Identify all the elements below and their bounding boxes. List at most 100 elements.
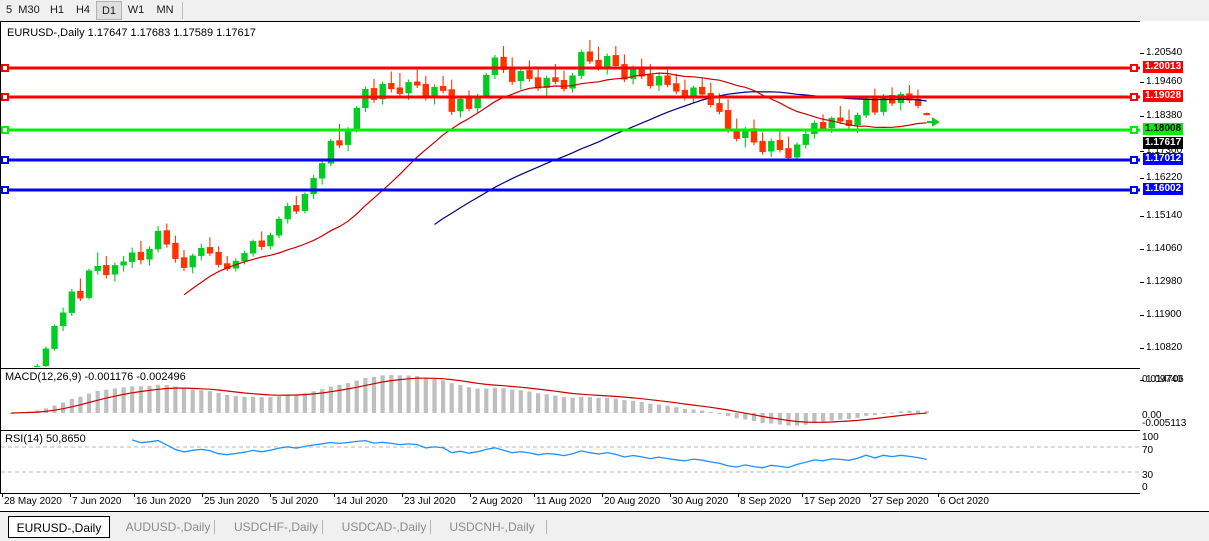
macd-bar	[656, 404, 662, 413]
level-handle[interactable]	[1130, 64, 1138, 72]
macd-bar	[812, 413, 817, 424]
candle-bear	[172, 242, 179, 259]
macd-bar	[544, 394, 549, 413]
candle-bull	[267, 235, 274, 247]
time-tick	[270, 494, 271, 497]
macd-bar	[605, 397, 610, 413]
candle-bear	[560, 80, 568, 90]
candle-bull	[569, 75, 576, 89]
level-handle[interactable]	[1, 186, 9, 194]
candle-bear	[77, 290, 84, 299]
macd-bar	[881, 413, 886, 414]
ohlc-header: EURUSD-,Daily 1.17647 1.17683 1.17589 1.…	[7, 27, 256, 39]
level-handle[interactable]	[1, 126, 9, 134]
candle-bear	[103, 265, 110, 276]
level-price-chip[interactable]: 1.19028	[1143, 90, 1184, 102]
macd-bar	[449, 383, 454, 413]
timeframe-h4[interactable]: H4	[75, 4, 91, 16]
candle-bear	[465, 98, 473, 109]
macd-bar	[268, 397, 273, 413]
rsi-pane[interactable]: RSI(14) 50,8650	[1, 430, 1208, 493]
level-price-chip[interactable]: 1.16002	[1143, 183, 1184, 195]
time-tick	[202, 494, 203, 497]
timeframe-m5[interactable]: 5	[5, 4, 13, 16]
candle-bull	[543, 77, 550, 88]
tab-divider	[322, 520, 323, 534]
level-handle[interactable]	[1130, 126, 1138, 134]
level-handle[interactable]	[1, 64, 9, 72]
macd-bar	[130, 386, 135, 413]
macd-bar	[285, 394, 290, 413]
level-handle[interactable]	[1130, 186, 1138, 194]
time-axis: 28 May 2020 7 Jun 2020 16 Jun 2020 25 Jun 2…	[0, 494, 1209, 512]
price-tick-label: 1.17300	[1146, 145, 1183, 156]
candle-bull	[319, 163, 326, 179]
macd-bar	[251, 396, 256, 413]
timeframe-d1[interactable]: D1	[96, 1, 122, 20]
macd-bar	[855, 413, 860, 418]
candle-bull	[275, 218, 283, 236]
macd-bar	[458, 385, 463, 413]
rsi-label: RSI(14) 50,8650	[5, 433, 86, 445]
macd-bar	[527, 391, 532, 413]
macd-axis-label: -0.005113	[1142, 418, 1187, 429]
candle-bull	[301, 194, 309, 211]
chart-tab-usdcnh[interactable]: USDCNH-,Daily	[449, 520, 535, 534]
macd-bar	[475, 388, 480, 413]
rsi-axis-label: 100	[1142, 432, 1159, 443]
macd-bar	[86, 393, 92, 413]
candle-bear	[509, 68, 516, 82]
chart-tab-eurusd[interactable]: EURUSD-,Daily	[8, 516, 110, 538]
candle-bull	[51, 326, 58, 349]
timeframe-h1[interactable]: H1	[49, 4, 65, 16]
timeframe-mn[interactable]: MN	[156, 4, 174, 16]
level-handle[interactable]	[1130, 93, 1138, 101]
toolbar-divider	[182, 2, 183, 19]
chart-tab-strip[interactable]: EURUSD-,Daily AUDUSD-,Daily USDCHF-,Daily U…	[0, 512, 1209, 541]
time-tick-label: 16 Jun 2020	[136, 496, 192, 507]
price-tick-label: 1.12980	[1146, 276, 1183, 287]
time-tick	[870, 494, 871, 497]
macd-bar	[346, 383, 351, 413]
price-tick	[1140, 216, 1144, 217]
candle-series	[34, 40, 930, 367]
time-tick-label: 23 Jul 2020	[404, 496, 456, 507]
candle-bear	[586, 51, 594, 62]
candle-bear	[612, 55, 619, 66]
level-price-chip[interactable]: 1.18008	[1143, 123, 1184, 135]
timeframe-w1[interactable]: W1	[127, 4, 145, 16]
ma-fast-line	[183, 72, 927, 296]
candle-bear	[699, 86, 706, 95]
candle-bear	[439, 86, 447, 91]
level-handle[interactable]	[1130, 156, 1138, 164]
chart-tab-audusd[interactable]: AUDUSD-,Daily	[125, 520, 211, 534]
macd-bar	[406, 375, 411, 413]
chart-tab-usdcad[interactable]: USDCAD-,Daily	[341, 520, 427, 534]
price-tick	[1140, 249, 1144, 250]
candle-bear	[871, 98, 879, 113]
time-tick	[602, 494, 603, 497]
timeframe-m30[interactable]: M30	[18, 4, 40, 16]
macd-pane[interactable]: MACD(12,26,9) -0.001176 -0.002496	[1, 368, 1208, 429]
price-axis[interactable]: 1.20540 1.19460 1.18380 1.17300 1.16220 1.151…	[1140, 21, 1209, 494]
macd-bar	[760, 413, 765, 423]
chart-frame[interactable]: EURUSD-,Daily 1.17647 1.17683 1.17589 1.…	[0, 21, 1209, 494]
candle-bull	[42, 348, 50, 366]
macd-bar	[207, 391, 212, 413]
time-tick-label: 8 Sep 2020	[740, 496, 792, 507]
candle-bear	[647, 74, 654, 87]
macd-bar	[242, 396, 247, 413]
macd-bar	[726, 413, 731, 416]
price-pane[interactable]: EURUSD-,Daily 1.17647 1.17683 1.17589 1.…	[1, 22, 1208, 367]
macd-bar	[52, 405, 57, 413]
chart-tab-usdchf[interactable]: USDCHF-,Daily	[234, 520, 318, 534]
candle-bull	[578, 52, 585, 76]
level-handle[interactable]	[1, 156, 9, 164]
candle-bear	[673, 83, 680, 92]
level-handle[interactable]	[1, 93, 9, 101]
price-tick	[1140, 116, 1144, 117]
candle-bull	[111, 265, 119, 275]
current-price-chip[interactable]: 1.17617	[1143, 137, 1184, 149]
level-price-chip[interactable]: 1.17012	[1143, 153, 1184, 165]
level-price-chip[interactable]: 1.20013	[1143, 61, 1184, 73]
